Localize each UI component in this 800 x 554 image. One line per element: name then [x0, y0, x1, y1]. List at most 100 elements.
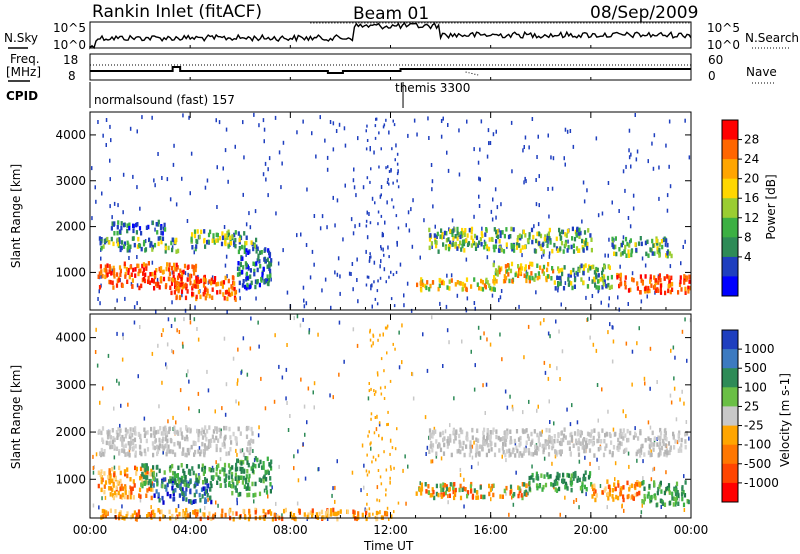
power-noise-cell [478, 194, 480, 199]
power-band-11-cell [635, 247, 638, 253]
power-band-7-cell [512, 243, 515, 249]
power-band-10-cell [687, 285, 690, 291]
velocity-band-2-cell [192, 499, 195, 504]
velocity-noise-cell [352, 327, 355, 332]
power-noise-cell [223, 225, 226, 229]
velocity-band-5-cell [168, 509, 171, 515]
power-noise-cell [326, 167, 329, 172]
noise-sky-line [89, 21, 692, 50]
velocity-band-6-cell [640, 450, 643, 455]
power-band-10-cell [677, 290, 680, 295]
power-band-10-cell [667, 283, 670, 289]
velocity-band-6-cell [604, 433, 607, 438]
velocity-band-0-cell [200, 449, 203, 454]
power-band-2-cell [126, 245, 129, 251]
power-band-3-cell [209, 229, 212, 235]
power-noise-cell [518, 304, 520, 309]
velocity-noise-cell [685, 420, 688, 424]
beam-label: Beam 01 [353, 4, 430, 24]
power-band-2-cell [123, 241, 126, 246]
velocity-streak-cell [366, 453, 368, 457]
velocity-band-7-cell [461, 487, 464, 492]
velocity-band-6-cell [490, 447, 493, 452]
velocity-band-6-cell [532, 452, 535, 457]
power-noise-cell [493, 260, 495, 265]
velocity-noise-cell [422, 332, 424, 337]
velocity-band-4-cell [234, 467, 237, 472]
power-noise-cell [413, 118, 416, 123]
power-noise-cell [548, 251, 551, 256]
power-band-2-cell [137, 236, 140, 242]
velocity-band-7-cell [445, 486, 449, 492]
velocity-band-3-cell [223, 472, 226, 477]
velocity-band-7-cell [458, 487, 461, 493]
velocity-band-5-cell [224, 512, 227, 518]
power-band-10-cell [653, 284, 657, 289]
velocity-band-10-cell [671, 491, 674, 497]
velocity-band-4-cell [269, 476, 272, 481]
velocity-band-8-cell [564, 481, 567, 487]
velocity-band-4-cell [254, 463, 257, 469]
velocity-band-0-cell [139, 445, 142, 450]
velocity-band-5-cell [365, 511, 368, 516]
power-band-1-cell [202, 291, 205, 297]
velocity-noise-cell [518, 491, 520, 496]
power-band-7-cell [474, 246, 478, 251]
power-band-6-cell [429, 283, 432, 289]
velocity-band-0-cell [194, 449, 197, 455]
power-band-3-cell [227, 244, 230, 249]
velocity-noise-cell [504, 389, 507, 394]
power-noise-cell [458, 172, 461, 177]
velocity-noise-cell [681, 389, 683, 394]
velocity-band-10-cell [671, 496, 674, 501]
velocity-band-9-cell [617, 483, 620, 488]
power-noise-cell [440, 119, 443, 123]
power-band-0-cell [108, 264, 111, 269]
velocity-band-6-cell [485, 439, 488, 445]
velocity-noise-cell [686, 358, 688, 363]
power-band-6-cell [484, 284, 487, 290]
power-band-9-cell [556, 275, 559, 280]
power-band-9-cell [594, 283, 597, 288]
velocity-band-0-cell [215, 426, 218, 432]
velocity-band-0-cell [251, 431, 254, 436]
velocity-band-7-cell [424, 482, 427, 487]
power-band-8-cell [507, 272, 510, 277]
velocity-noise-cell [289, 414, 291, 418]
velocity-band-6-cell [640, 447, 643, 452]
power-noise-cell [427, 116, 429, 121]
velocity-noise-cell [636, 341, 638, 346]
power-band-7-cell [457, 244, 460, 249]
nave-right-tick-bottom: 0 [708, 69, 716, 83]
power-band-5-cell [262, 266, 265, 272]
power-streak-cell [397, 185, 400, 189]
velocity-band-6-cell [581, 445, 584, 450]
power-noise-cell [573, 272, 576, 277]
velocity-streak-cell [369, 338, 372, 342]
velocity-band-0-cell [247, 425, 250, 431]
power-band-11-cell [618, 247, 621, 252]
velocity-noise-cell [683, 508, 686, 512]
velocity-band-4-cell [251, 464, 254, 470]
velocity-band-6-cell [525, 448, 528, 453]
power-band-6-cell [481, 287, 485, 292]
nave-right-tick-top: 60 [708, 53, 724, 67]
noise-right-tick-top: 10^5 [707, 21, 740, 35]
velocity-noise-cell [576, 420, 579, 425]
velocity-noise-cell [485, 382, 488, 387]
velocity-noise-cell [236, 452, 238, 457]
velocity-band-5-cell [267, 509, 270, 515]
power-noise-cell [352, 287, 354, 292]
velocity-colorbar-tick-label: -100 [744, 438, 771, 452]
velocity-band-4-cell [239, 491, 242, 497]
power-band-11-cell [651, 238, 654, 244]
velocity-noise-cell [304, 476, 307, 481]
velocity-band-0-cell [121, 448, 124, 453]
power-band-4-cell [128, 225, 131, 231]
velocity-band-5-cell [390, 514, 393, 519]
velocity-band-5-cell [334, 511, 337, 517]
velocity-band-3-cell [227, 475, 231, 480]
velocity-noise-cell [308, 328, 311, 333]
velocity-noise-cell [564, 495, 566, 500]
power-band-4-cell [135, 230, 138, 235]
